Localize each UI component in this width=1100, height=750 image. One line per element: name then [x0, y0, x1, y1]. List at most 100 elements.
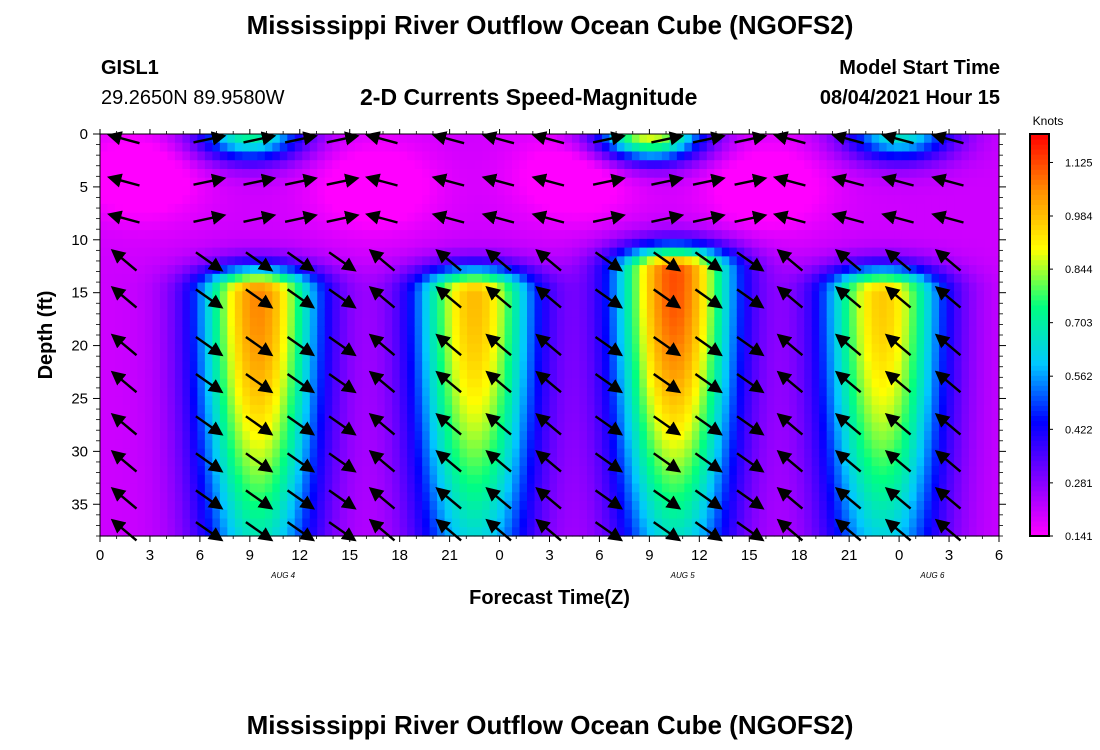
heatmap-cell — [482, 492, 491, 502]
heatmap-cell — [152, 527, 161, 537]
heatmap-cell — [609, 282, 618, 292]
heatmap-cell — [571, 212, 581, 222]
heatmap-cell — [624, 492, 633, 502]
heatmap-cell — [167, 501, 176, 511]
heatmap-cell — [729, 230, 738, 240]
heatmap-cell — [234, 343, 243, 354]
heatmap-cell — [766, 186, 775, 196]
heatmap-cell — [474, 186, 483, 196]
heatmap-cell — [534, 396, 543, 406]
heatmap-cell — [212, 317, 221, 327]
heatmap-cell — [452, 317, 461, 327]
heatmap-cell — [676, 230, 685, 240]
heatmap-cell — [714, 195, 723, 205]
heatmap-cell — [452, 474, 461, 485]
heatmap-cell — [377, 501, 386, 511]
heatmap-cell — [901, 186, 910, 196]
heatmap-cell — [804, 238, 813, 249]
heatmap-cell — [257, 168, 266, 179]
heatmap-cell — [631, 439, 640, 450]
heatmap-cell — [579, 483, 588, 493]
heatmap-cell — [422, 466, 431, 476]
heatmap-cell — [242, 273, 251, 284]
heatmap-cell — [279, 501, 288, 511]
heatmap-cell — [309, 439, 318, 450]
heatmap-cell — [152, 212, 161, 222]
heatmap-cell — [631, 142, 640, 153]
heatmap-cell — [631, 448, 640, 458]
heatmap-cell — [676, 160, 685, 170]
heatmap-cell — [467, 335, 476, 345]
heatmap-cell — [279, 457, 288, 467]
heatmap-cell — [564, 352, 573, 362]
heatmap-cell — [249, 142, 258, 153]
heatmap-cell — [864, 466, 873, 476]
heatmap-cell — [624, 317, 633, 327]
heatmap-cell — [744, 483, 753, 493]
heatmap-cell — [377, 387, 386, 397]
heatmap-cell — [414, 509, 423, 520]
heatmap-cell — [684, 273, 693, 284]
heatmap-cell — [339, 203, 348, 214]
heatmap-cell — [841, 439, 850, 450]
heatmap-cell — [504, 256, 513, 266]
heatmap-cell — [317, 317, 326, 327]
heatmap-cell — [414, 142, 423, 153]
heatmap-cell — [279, 256, 288, 266]
heatmap-cell — [452, 203, 461, 214]
heatmap-cell — [174, 352, 184, 362]
heatmap-cell — [864, 527, 873, 537]
heatmap-cell — [826, 509, 835, 520]
heatmap-cell — [234, 291, 243, 301]
heatmap-cell — [377, 308, 386, 319]
heatmap-cell — [796, 160, 805, 170]
heatmap-cell — [309, 221, 318, 231]
heatmap-cell — [871, 509, 880, 520]
heatmap-cell — [527, 317, 536, 327]
heatmap-cell — [646, 474, 655, 485]
heatmap-cell — [399, 308, 408, 319]
heatmap-cell — [871, 256, 880, 266]
heatmap-cell — [901, 273, 910, 284]
heatmap-cell — [219, 230, 228, 240]
heatmap-cell — [167, 404, 176, 415]
heatmap-cell — [721, 378, 730, 389]
heatmap-cell — [354, 361, 363, 371]
heatmap-cell — [174, 151, 184, 161]
heatmap-cell — [542, 203, 551, 214]
heatmap-cell — [849, 335, 858, 345]
heatmap-cell — [204, 247, 213, 257]
heatmap-cell — [309, 317, 318, 327]
heatmap-cell — [332, 221, 341, 231]
heatmap-cell — [414, 177, 423, 188]
heatmap-cell — [579, 247, 588, 257]
heatmap-cell — [257, 151, 266, 161]
heatmap-cell — [347, 439, 356, 450]
heatmap-cell — [264, 247, 273, 257]
heatmap-cell — [114, 168, 124, 179]
heatmap-cell — [392, 413, 401, 423]
heatmap-cell — [571, 186, 581, 196]
heatmap-cell — [886, 230, 895, 240]
heatmap-cell — [309, 352, 318, 362]
heatmap-cell — [459, 238, 468, 249]
heatmap-cell — [227, 431, 236, 441]
heatmap-cell — [856, 527, 865, 537]
heatmap-cell — [189, 527, 198, 537]
heatmap-cell — [789, 466, 798, 476]
heatmap-cell — [579, 291, 588, 301]
heatmap-cell — [534, 474, 543, 485]
heatmap-cell — [137, 282, 146, 292]
heatmap-cell — [174, 474, 184, 485]
heatmap-cell — [369, 527, 378, 537]
heatmap-cell — [639, 474, 648, 485]
heatmap-cell — [497, 160, 506, 170]
heatmap-cell — [212, 273, 221, 284]
heatmap-cell — [309, 448, 318, 458]
heatmap-cell — [159, 361, 169, 371]
heatmap-cell — [654, 265, 663, 275]
heatmap-cell — [504, 160, 513, 170]
heatmap-cell — [317, 195, 326, 205]
heatmap-cell — [661, 142, 670, 153]
heatmap-cell — [279, 439, 288, 450]
